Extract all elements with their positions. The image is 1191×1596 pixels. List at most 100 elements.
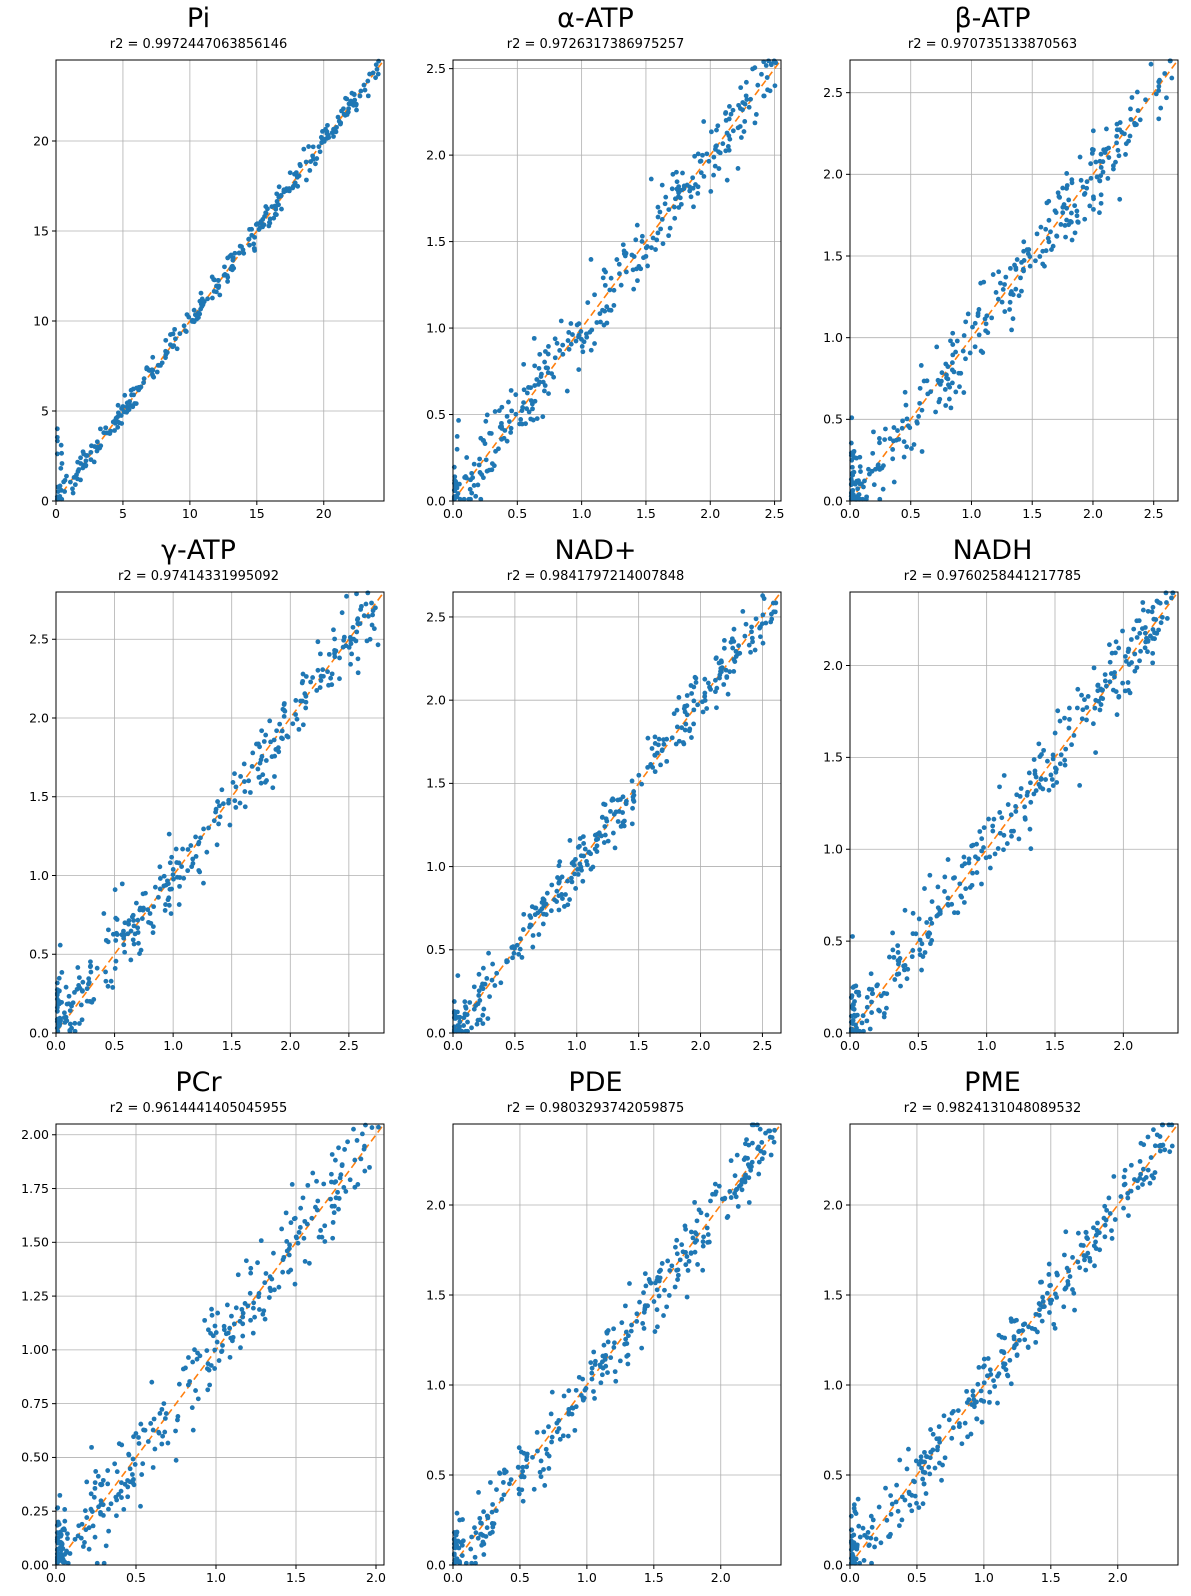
scatter-plot: 0.0 0.5 1.0 1.5 2.0 2.5 0.0 0.5 1.0 1.5 2.0 2.5 — [823, 58, 1179, 521]
svg-text:2.0: 2.0 — [1113, 1038, 1133, 1053]
svg-text:2.0: 2.0 — [700, 506, 720, 521]
svg-text:1.5: 1.5 — [29, 789, 49, 804]
plot-r2-subtitle: r2 = 0.9614441405045955 — [109, 1101, 288, 1116]
scatter-plot: 0.0 0.5 1.0 1.5 2.0 0.0 0.5 1.0 1.5 2.0 — [426, 1122, 782, 1585]
plot-title: PCr — [175, 1067, 222, 1098]
svg-text:2.5: 2.5 — [823, 85, 843, 100]
svg-text:0.75: 0.75 — [21, 1396, 49, 1411]
plot-title: NADH — [952, 535, 1033, 566]
svg-text:1.0: 1.0 — [206, 1570, 226, 1585]
plot-title: γ-ATP — [161, 535, 236, 566]
svg-text:1.5: 1.5 — [635, 506, 655, 521]
svg-text:0.0: 0.0 — [443, 506, 463, 521]
svg-text:2.5: 2.5 — [426, 609, 446, 624]
svg-text:2.0: 2.0 — [823, 658, 843, 673]
subplot-alpha-atp: α-ATP r2 = 0.9726317386975257 0.0 0.5 1.0 1… — [397, 0, 794, 532]
svg-text:0.5: 0.5 — [426, 942, 446, 957]
plot-r2-subtitle: r2 = 0.9841797214007848 — [506, 569, 685, 584]
svg-text:0.0: 0.0 — [823, 1557, 843, 1572]
svg-text:0.0: 0.0 — [426, 1557, 446, 1572]
svg-text:0.0: 0.0 — [443, 1570, 463, 1585]
svg-text:20: 20 — [33, 133, 49, 148]
svg-text:0.25: 0.25 — [21, 1504, 49, 1519]
subplot-pde: PDE r2 = 0.9803293742059875 0.0 0.5 1.0 1.5… — [397, 1064, 794, 1596]
plot-r2-subtitle: r2 = 0.97414331995092 — [118, 569, 279, 584]
svg-text:2.5: 2.5 — [426, 61, 446, 76]
svg-text:20: 20 — [315, 506, 331, 521]
plot-title: NAD+ — [554, 535, 637, 566]
scatter-plot: 0.0 0.5 1.0 1.5 2.0 2.5 0.0 0.5 1.0 1.5 2.0 2.5 — [426, 591, 782, 1053]
svg-text:1.5: 1.5 — [823, 248, 843, 263]
plot-r2-subtitle: r2 = 0.9824131048089532 — [903, 1101, 1082, 1116]
svg-text:1.0: 1.0 — [566, 1038, 586, 1053]
svg-text:0.0: 0.0 — [29, 1025, 49, 1040]
svg-text:2.0: 2.0 — [366, 1570, 386, 1585]
svg-text:0.5: 0.5 — [507, 506, 527, 521]
svg-text:1.0: 1.0 — [29, 868, 49, 883]
svg-text:2.00: 2.00 — [21, 1127, 49, 1142]
svg-text:1.5: 1.5 — [426, 1287, 446, 1302]
svg-text:0.00: 0.00 — [21, 1557, 49, 1572]
svg-text:1.0: 1.0 — [961, 506, 981, 521]
svg-text:1.5: 1.5 — [1022, 506, 1042, 521]
scatter-plot: 0 5 10 15 20 0 5 10 15 20 — [33, 58, 385, 521]
svg-text:0.0: 0.0 — [840, 1038, 860, 1053]
plot-title: β-ATP — [954, 3, 1031, 34]
subplot-beta-atp: β-ATP r2 = 0.970735133870563 0.0 0.5 1.0 1.… — [794, 0, 1191, 532]
svg-text:1.5: 1.5 — [1040, 1570, 1060, 1585]
svg-text:2.0: 2.0 — [710, 1570, 730, 1585]
subplot-nad-plus: NAD+ r2 = 0.9841797214007848 0.0 0.5 1.0 1.… — [397, 532, 794, 1064]
svg-text:0.5: 0.5 — [426, 1467, 446, 1482]
subplot-pcr: PCr r2 = 0.9614441405045955 0.0 0.5 1.0 1.5… — [0, 1064, 397, 1596]
svg-text:2.0: 2.0 — [1083, 506, 1103, 521]
plot-title: Pi — [186, 3, 211, 34]
plot-title: PME — [964, 1067, 1021, 1098]
plot-r2-subtitle: r2 = 0.9726317386975257 — [506, 37, 685, 52]
plot-r2-subtitle: r2 = 0.970735133870563 — [907, 37, 1078, 52]
svg-text:1.0: 1.0 — [426, 859, 446, 874]
svg-text:0.0: 0.0 — [426, 1025, 446, 1040]
scatter-plot: 0.0 0.5 1.0 1.5 2.0 2.5 0.0 0.5 1.0 1.5 2.0 2.5 — [426, 58, 784, 521]
svg-text:1.0: 1.0 — [576, 1570, 596, 1585]
svg-text:1.0: 1.0 — [823, 1377, 843, 1392]
svg-text:1.5: 1.5 — [628, 1038, 648, 1053]
svg-text:1.25: 1.25 — [21, 1288, 49, 1303]
svg-text:1.0: 1.0 — [426, 1377, 446, 1392]
svg-text:2.0: 2.0 — [426, 692, 446, 707]
svg-text:0.0: 0.0 — [46, 1570, 66, 1585]
svg-text:0.5: 0.5 — [426, 407, 446, 422]
svg-text:15: 15 — [248, 506, 264, 521]
svg-text:0.50: 0.50 — [21, 1450, 49, 1465]
plot-r2-subtitle: r2 = 0.9972447063856146 — [109, 37, 288, 52]
svg-text:0.5: 0.5 — [509, 1570, 529, 1585]
svg-text:1.0: 1.0 — [823, 842, 843, 857]
svg-text:1.0: 1.0 — [571, 506, 591, 521]
scatter-plot: 0.0 0.5 1.0 1.5 2.0 2.5 0.0 0.5 1.0 1.5 2.0 2.5 — [29, 590, 385, 1053]
subplot-nadh: NADH r2 = 0.9760258441217785 0.0 0.5 1.0 1.… — [794, 532, 1191, 1064]
svg-text:2.5: 2.5 — [338, 1038, 358, 1053]
svg-text:2.0: 2.0 — [426, 1197, 446, 1212]
svg-text:1.0: 1.0 — [426, 320, 446, 335]
svg-text:0: 0 — [52, 506, 60, 521]
svg-text:1.00: 1.00 — [21, 1342, 49, 1357]
svg-text:1.5: 1.5 — [286, 1570, 306, 1585]
svg-text:0.0: 0.0 — [823, 1025, 843, 1040]
svg-text:15: 15 — [33, 223, 49, 238]
scatter-plot: 0.0 0.5 1.0 1.5 2.0 0.0 0.5 1.0 1.5 2.0 — [823, 590, 1179, 1053]
plot-r2-subtitle: r2 = 0.9803293742059875 — [506, 1101, 685, 1116]
svg-text:0.5: 0.5 — [126, 1570, 146, 1585]
svg-text:0.0: 0.0 — [46, 1038, 66, 1053]
svg-text:2.5: 2.5 — [29, 632, 49, 647]
svg-text:0.0: 0.0 — [823, 493, 843, 508]
subplot-gamma-atp: γ-ATP r2 = 0.97414331995092 0.0 0.5 1.0 1.5… — [0, 532, 397, 1064]
scatter-plot: 0.0 0.5 1.0 1.5 2.0 0.00 0.25 0.50 0.75 1.00 1.25 1… — [21, 1122, 386, 1585]
scatter-plot: 0.0 0.5 1.0 1.5 2.0 0.0 0.5 1.0 1.5 2.0 — [823, 1122, 1179, 1585]
svg-text:5: 5 — [118, 506, 126, 521]
svg-text:2.0: 2.0 — [1107, 1570, 1127, 1585]
svg-text:2.0: 2.0 — [823, 167, 843, 182]
svg-text:0.5: 0.5 — [104, 1038, 124, 1053]
svg-text:0.5: 0.5 — [908, 1038, 928, 1053]
svg-text:1.0: 1.0 — [163, 1038, 183, 1053]
svg-text:2.0: 2.0 — [690, 1038, 710, 1053]
